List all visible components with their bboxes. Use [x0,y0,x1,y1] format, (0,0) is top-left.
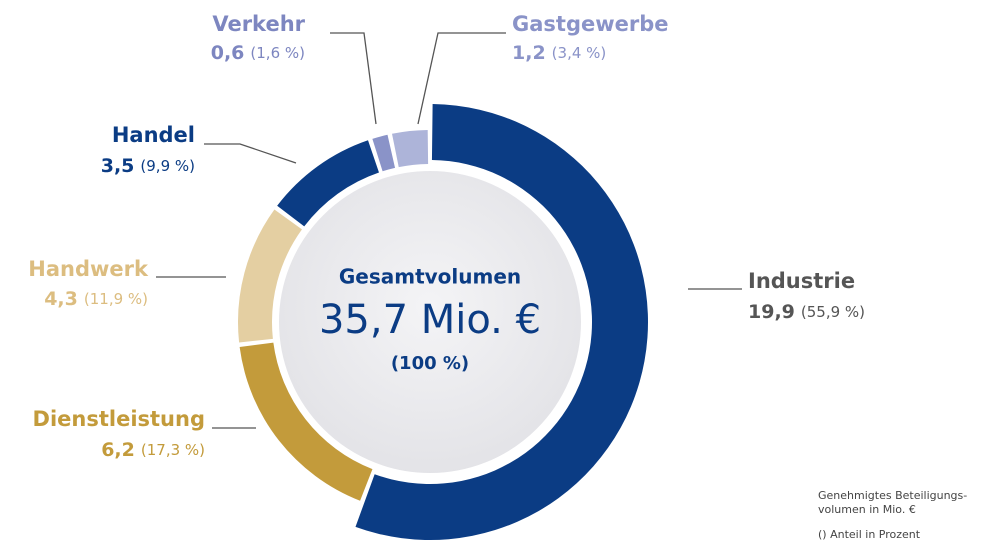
percentage-text: (1,6 %) [250,44,305,62]
note: volumen in Mio. € [818,503,916,516]
category-label: Handel [112,123,195,147]
value-text: 3,5 [101,155,135,177]
value-text: 4,3 [44,288,78,310]
center-share: (100 %) [391,353,469,374]
note: Genehmigtes Beteiligungs- [818,489,967,502]
leader-line [330,32,377,125]
category-label: Industrie [748,269,855,293]
donut-segment [372,134,396,172]
leader-line [204,143,297,164]
value-label: 1,2 (3,4 %) [512,42,606,64]
center-disc [273,165,587,479]
value-label: 3,5 (9,9 %) [101,155,195,177]
value-text: 1,2 [512,42,546,64]
note: () Anteil in Prozent [818,528,921,541]
donut-segment [392,130,429,168]
donut-segment [277,140,379,227]
percentage-text: (55,9 %) [801,303,865,321]
leader-line [417,32,506,125]
percentage-text: (17,3 %) [141,441,205,459]
category-label: Gastgewerbe [512,12,669,36]
percentage-text: (3,4 %) [552,44,607,62]
value-text: 0,6 [211,42,245,64]
value-label: 19,9 (55,9 %) [748,301,865,323]
value-text: 19,9 [748,301,795,323]
value-text: 6,2 [101,439,135,461]
category-label: Handwerk [28,257,149,281]
donut-segment [239,342,373,501]
percentage-text: (9,9 %) [140,157,195,175]
value-label: 4,3 (11,9 %) [44,288,148,310]
value-label: 6,2 (17,3 %) [101,439,205,461]
center-title: Gesamtvolumen [339,265,521,289]
percentage-text: (11,9 %) [84,290,148,308]
value-label: 0,6 (1,6 %) [211,42,305,64]
donut-segment [355,104,648,541]
category-label: Dienstleistung [33,407,205,431]
donut-segment [237,209,302,343]
center-value: 35,7 Mio. € [319,297,541,343]
category-label: Verkehr [212,12,305,36]
